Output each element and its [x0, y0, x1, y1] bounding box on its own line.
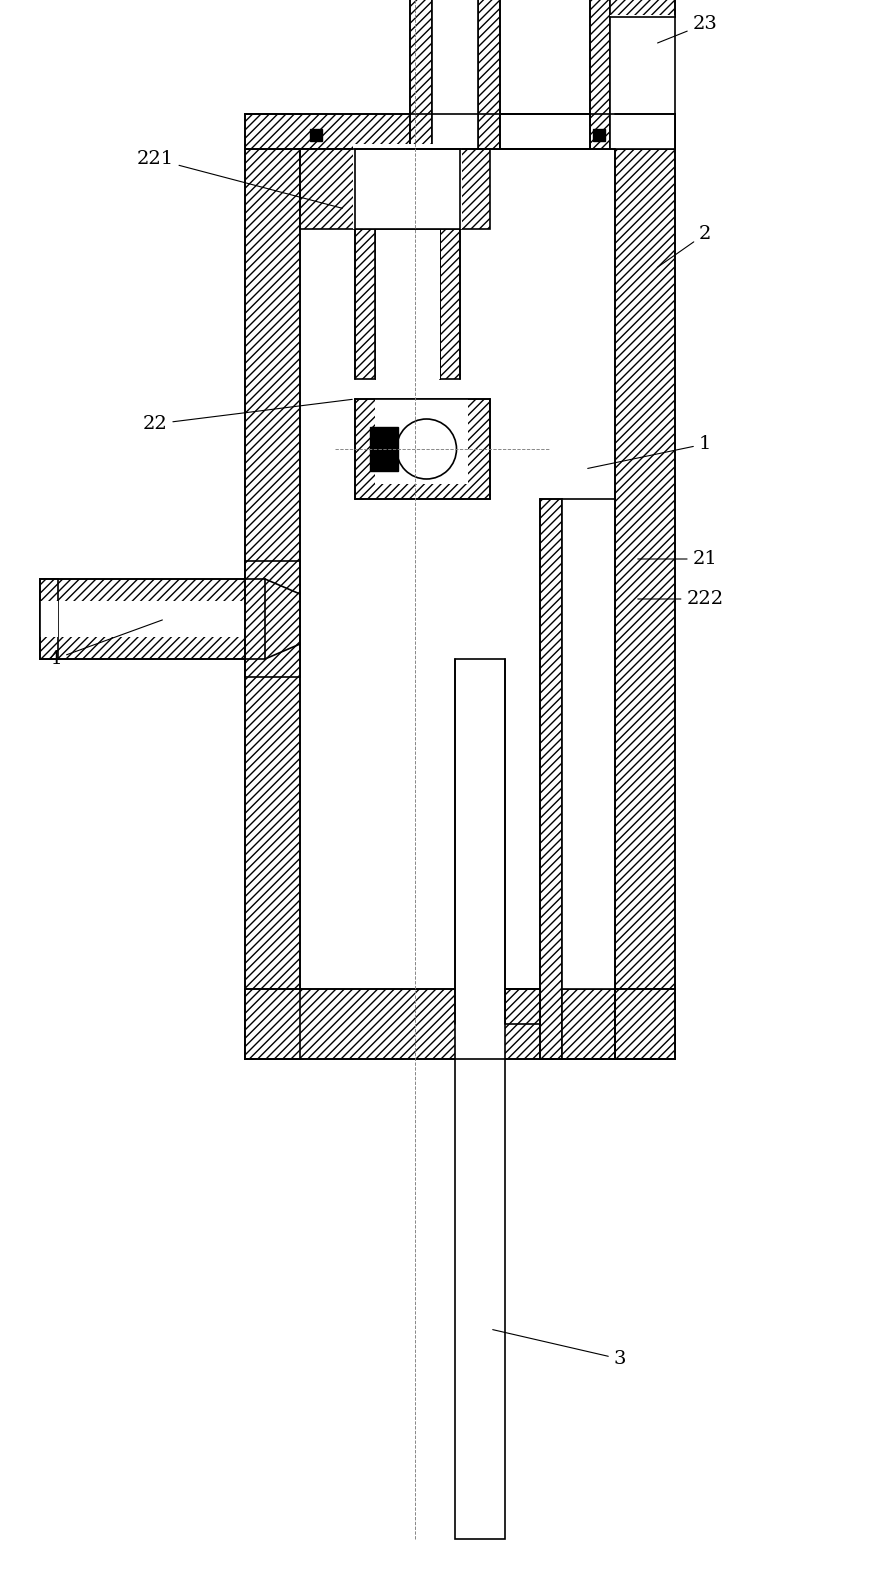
Bar	[245, 148, 300, 1060]
Bar	[562, 499, 615, 988]
Text: 1: 1	[588, 434, 711, 469]
Text: 221: 221	[136, 150, 342, 208]
Text: 4: 4	[48, 621, 163, 668]
Bar	[40, 579, 58, 658]
Bar	[355, 148, 460, 229]
Text: 21: 21	[638, 549, 717, 568]
Bar	[610, 0, 675, 17]
Bar	[375, 399, 468, 485]
Text: 3: 3	[493, 1330, 627, 1367]
Bar	[245, 114, 675, 148]
Bar	[562, 988, 615, 1060]
Bar	[505, 988, 540, 1025]
Bar	[610, 14, 675, 148]
Circle shape	[397, 418, 457, 478]
Bar	[593, 129, 605, 141]
Bar	[455, 979, 505, 1069]
Bar	[245, 561, 300, 677]
Bar	[245, 988, 675, 1060]
Bar	[455, 658, 505, 1540]
Text: 222: 222	[638, 591, 723, 608]
Bar	[40, 579, 265, 658]
Bar	[353, 144, 462, 229]
Bar	[615, 148, 675, 1060]
Bar	[40, 602, 58, 636]
Bar	[300, 148, 615, 988]
Bar	[300, 148, 490, 229]
Bar	[58, 602, 265, 636]
Text: 2: 2	[657, 224, 711, 267]
Bar	[410, 0, 432, 148]
Bar	[375, 148, 440, 379]
Bar	[478, 0, 500, 148]
Bar	[500, 114, 590, 148]
Bar	[355, 399, 490, 499]
Bar	[310, 129, 322, 141]
Bar	[440, 148, 460, 379]
Text: 23: 23	[657, 14, 717, 43]
Bar	[540, 499, 562, 1060]
Bar	[355, 148, 375, 379]
Text: 22: 22	[143, 399, 352, 433]
Bar	[500, 114, 590, 148]
Bar	[432, 0, 478, 148]
Bar	[40, 579, 265, 658]
Bar	[590, 0, 610, 148]
Bar	[370, 426, 398, 471]
